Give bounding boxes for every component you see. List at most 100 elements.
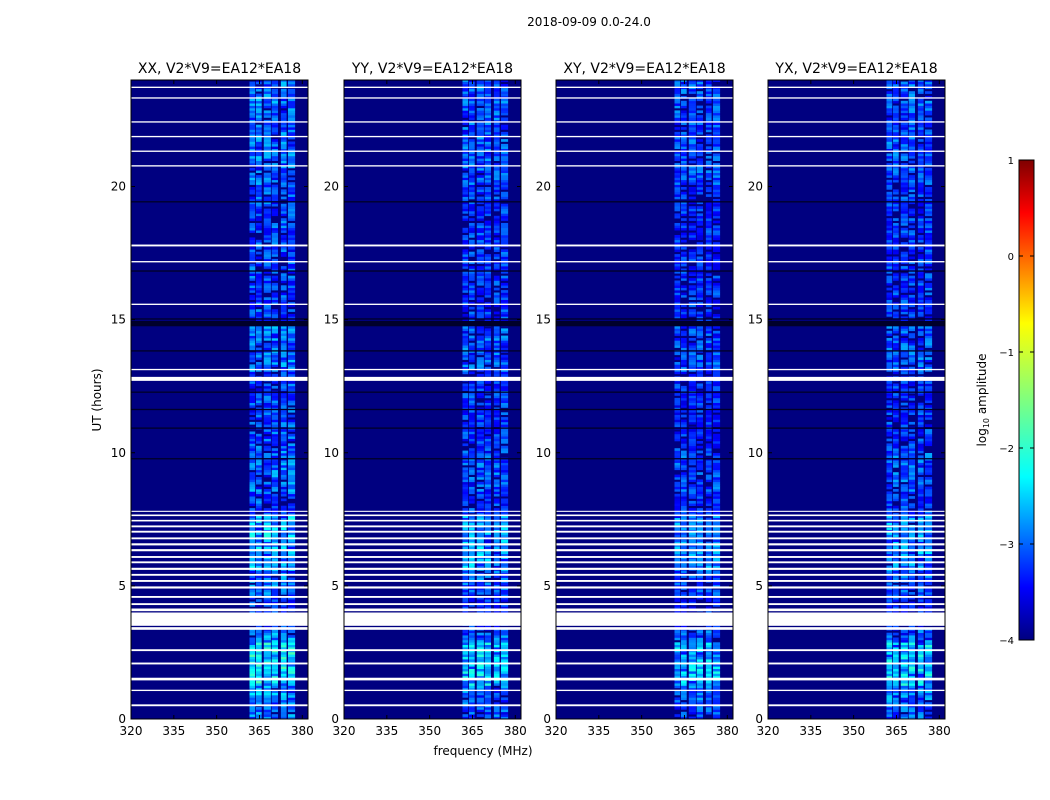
heatmap-cell xyxy=(271,469,278,473)
heatmap-cell xyxy=(280,369,287,372)
heatmap-cell xyxy=(696,695,703,698)
heatmap-cell xyxy=(705,486,712,490)
heatmap-cell xyxy=(681,625,687,629)
heatmap-cell xyxy=(484,558,491,562)
heatmap-cell xyxy=(713,479,721,483)
data-gap xyxy=(556,121,733,123)
y-tick-label: 15 xyxy=(536,313,551,327)
heatmap-cell xyxy=(462,163,469,166)
heatmap-cell xyxy=(893,541,899,545)
heatmap-cell xyxy=(469,335,475,339)
heatmap-cell xyxy=(271,563,278,566)
heatmap-cell xyxy=(249,278,256,281)
heatmap-cell xyxy=(280,592,287,595)
heatmap-cell xyxy=(288,675,296,679)
heatmap-cell xyxy=(681,644,687,648)
heatmap-cell xyxy=(493,522,500,526)
heatmap-cell xyxy=(501,491,509,495)
heatmap-cell xyxy=(917,668,924,672)
heatmap-cell xyxy=(263,91,271,94)
heatmap-cell xyxy=(886,671,893,674)
heatmap-cell xyxy=(476,129,484,133)
heatmap-cell xyxy=(501,635,509,638)
heatmap-cell xyxy=(501,139,509,142)
heatmap-cell xyxy=(681,462,687,466)
heatmap-cell xyxy=(462,103,469,106)
heatmap-cell xyxy=(908,515,915,518)
heatmap-cell xyxy=(674,450,681,454)
heatmap-cell xyxy=(674,158,681,161)
heatmap-cell xyxy=(674,280,681,284)
heatmap-cell xyxy=(476,489,484,492)
heatmap-cell xyxy=(681,584,687,588)
heatmap-cell xyxy=(249,108,256,111)
heatmap-cell xyxy=(900,544,908,547)
heatmap-cell xyxy=(674,167,681,171)
heatmap-cell xyxy=(493,354,500,358)
heatmap-cell xyxy=(484,227,491,231)
heatmap-cell xyxy=(249,237,256,241)
heatmap-cell xyxy=(705,508,712,511)
heatmap-cell xyxy=(271,314,278,317)
heatmap-cell xyxy=(462,553,469,557)
heatmap-cell xyxy=(256,263,262,267)
heatmap-cell xyxy=(908,635,915,638)
heatmap-cell xyxy=(271,357,278,360)
heatmap-cell xyxy=(925,654,933,657)
heatmap-cell xyxy=(674,417,681,420)
heatmap-cell xyxy=(900,589,908,593)
heatmap-cell xyxy=(476,436,484,439)
heatmap-cell xyxy=(280,659,287,662)
heatmap-cell xyxy=(705,421,712,425)
heatmap-cell xyxy=(501,170,509,173)
heatmap-cell xyxy=(263,383,271,387)
heatmap-cell xyxy=(263,666,271,669)
heatmap-cell xyxy=(688,338,696,341)
heatmap-cell xyxy=(469,651,475,655)
heatmap-cell xyxy=(249,146,256,149)
heatmap-cell xyxy=(256,441,262,444)
heatmap-cell xyxy=(493,654,500,657)
heatmap-cell xyxy=(674,489,681,492)
heatmap-cell xyxy=(462,270,469,274)
heatmap-cell xyxy=(886,544,893,547)
heatmap-cell xyxy=(493,467,500,471)
heatmap-cell xyxy=(263,81,271,85)
heatmap-cell xyxy=(484,671,491,674)
heatmap-cell xyxy=(688,534,696,538)
heatmap-cell xyxy=(288,596,296,600)
dark-row xyxy=(131,458,308,460)
heatmap-cell xyxy=(484,134,491,137)
heatmap-cell xyxy=(705,642,712,645)
heatmap-cell xyxy=(249,218,256,221)
heatmap-cell xyxy=(681,575,687,578)
heatmap-cell xyxy=(288,182,296,185)
heatmap-cell xyxy=(917,493,924,497)
heatmap-cell xyxy=(256,472,262,475)
heatmap-cell xyxy=(484,254,491,257)
heatmap-cell xyxy=(288,685,296,689)
heatmap-cell xyxy=(908,625,915,629)
heatmap-cell xyxy=(688,182,696,185)
heatmap-cell xyxy=(917,539,924,542)
heatmap-cell xyxy=(280,441,287,444)
heatmap-cell xyxy=(263,280,271,284)
heatmap-cell xyxy=(469,412,475,415)
heatmap-cell xyxy=(713,663,721,667)
heatmap-cell xyxy=(893,565,899,569)
heatmap-cell xyxy=(493,596,500,600)
heatmap-cell xyxy=(280,663,287,667)
heatmap-cell xyxy=(908,534,915,538)
heatmap-cell xyxy=(674,208,681,212)
heatmap-cell xyxy=(713,493,721,497)
heatmap-cell xyxy=(688,635,696,638)
heatmap-cell xyxy=(288,237,296,241)
heatmap-cell xyxy=(271,592,278,595)
heatmap-cell xyxy=(681,421,687,425)
heatmap-cell xyxy=(696,582,703,586)
heatmap-cell xyxy=(280,702,287,705)
heatmap-cell xyxy=(696,498,703,502)
heatmap-cell xyxy=(462,486,469,490)
heatmap-cell xyxy=(681,582,687,586)
heatmap-cell xyxy=(713,182,721,185)
